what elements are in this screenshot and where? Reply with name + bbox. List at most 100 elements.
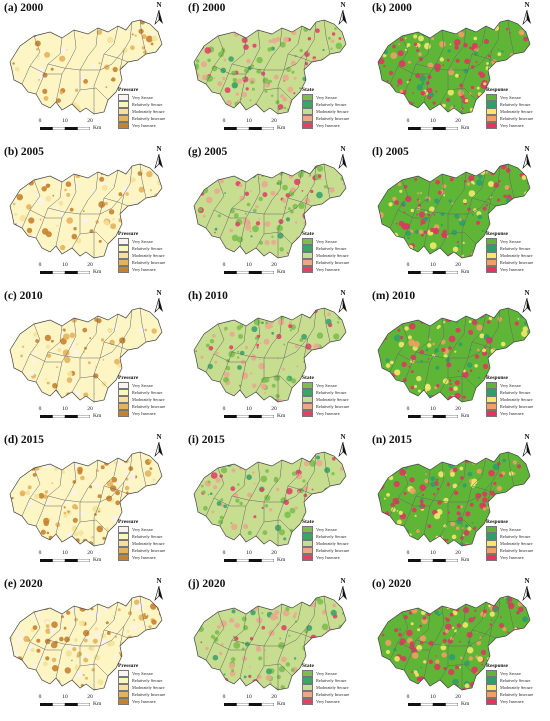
patch: [278, 665, 286, 673]
legend-swatch: [118, 540, 129, 547]
patch: [452, 467, 458, 473]
patch: [281, 625, 287, 631]
patch: [57, 348, 62, 353]
patch: [433, 461, 437, 465]
patch: [108, 397, 116, 402]
patch: [292, 615, 297, 619]
patch: [238, 334, 243, 339]
legend-swatch: [486, 115, 497, 122]
patch: [14, 212, 18, 216]
district-boundary: [423, 461, 445, 535]
patch: [83, 210, 85, 212]
patch: [416, 529, 420, 533]
patch: [89, 485, 93, 489]
patch: [394, 628, 399, 633]
patch: [215, 108, 220, 113]
patch: [212, 334, 216, 338]
patch: [393, 676, 395, 678]
scale-bar-line: [40, 271, 90, 274]
patch: [514, 55, 518, 59]
patch: [46, 344, 51, 349]
patch: [116, 460, 123, 466]
district-boundary: [255, 27, 283, 105]
patch: [46, 330, 50, 333]
patch: [36, 48, 39, 51]
patch: [241, 647, 245, 651]
legend-label: Very Insecure: [316, 555, 340, 560]
patch: [208, 27, 213, 32]
district-boundary: [103, 53, 129, 63]
patch: [194, 246, 196, 248]
patch: [30, 20, 37, 27]
patch: [491, 363, 499, 371]
patch: [444, 629, 449, 634]
patch: [98, 510, 100, 513]
patch: [424, 42, 431, 50]
legend-label: Moderately Secure: [316, 397, 349, 402]
patch: [382, 375, 388, 381]
legend-swatch: [118, 547, 129, 554]
patch: [71, 689, 75, 690]
patch: [378, 480, 381, 487]
patch: [418, 687, 421, 690]
district-boundary: [439, 171, 467, 249]
patch: [266, 668, 272, 675]
patch: [434, 386, 438, 390]
study-area-outline: [193, 19, 347, 115]
patch: [464, 683, 470, 689]
patch: [451, 229, 458, 236]
patch: [417, 454, 423, 460]
patch: [215, 457, 221, 463]
map-panel-g: (g) 2005 N State Very Secure Relatively Secu…: [184, 144, 362, 284]
patch: [469, 502, 474, 507]
map-panel-j: (j) 2020 N State Very Secure Relatively Secu…: [184, 576, 362, 716]
patch: [94, 611, 101, 618]
legend-label: Moderately Secure: [500, 685, 533, 690]
patch: [497, 198, 501, 202]
patch: [92, 64, 96, 68]
patch: [410, 255, 414, 258]
patch: [276, 596, 284, 601]
patch: [134, 34, 137, 37]
patch: [338, 37, 342, 40]
patch: [327, 58, 330, 61]
district-boundary: [461, 601, 487, 690]
patch: [399, 189, 403, 193]
patch: [511, 200, 517, 205]
district-boundary: [93, 601, 119, 690]
patch: [124, 463, 128, 467]
legend-label: Very Insecure: [132, 411, 156, 416]
district-boundary: [403, 325, 431, 383]
panel-title: (l) 2005: [372, 146, 409, 158]
patch: [295, 386, 297, 389]
patch: [234, 636, 239, 641]
patch: [448, 379, 452, 382]
patch: [399, 89, 404, 94]
patch: [333, 333, 340, 340]
patch: [214, 231, 216, 234]
district-boundary: [389, 467, 409, 517]
patch: [516, 610, 520, 615]
district-boundary: [287, 53, 313, 63]
patch: [85, 653, 91, 659]
patch: [70, 308, 76, 312]
district-boundary: [447, 519, 477, 533]
patch: [289, 321, 292, 324]
patch: [210, 460, 213, 463]
patch: [330, 39, 335, 43]
patch: [445, 623, 452, 630]
legend-swatch: [302, 698, 313, 705]
patch: [249, 637, 254, 641]
patch: [264, 391, 267, 394]
patch: [85, 676, 88, 680]
patch: [397, 78, 403, 83]
patch: [385, 609, 393, 616]
legend-title: Response: [486, 375, 509, 381]
patch: [474, 364, 478, 368]
legend-label: Moderately Secure: [500, 253, 533, 258]
patch: [476, 348, 480, 352]
patch: [435, 90, 438, 93]
patch: [41, 688, 45, 690]
district-boundary: [439, 27, 467, 105]
patch: [442, 378, 449, 385]
